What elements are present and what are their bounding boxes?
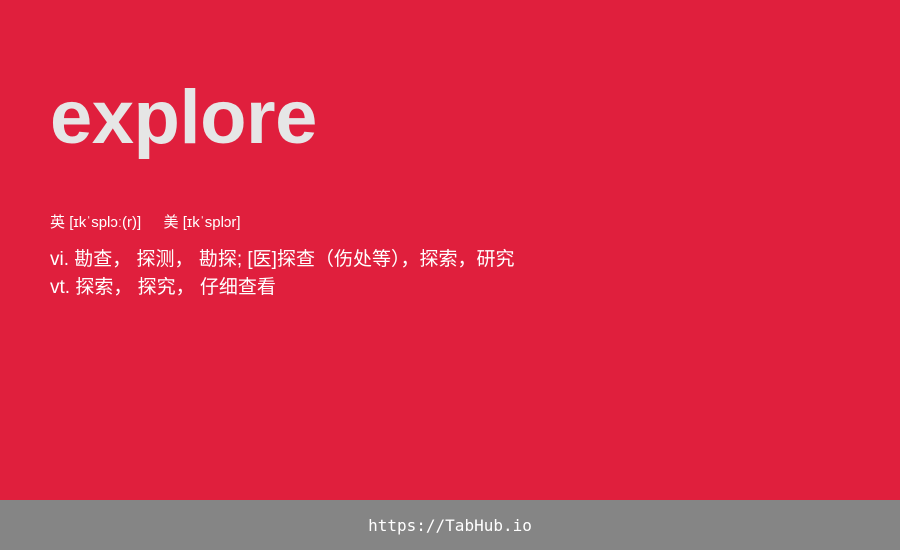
- part-of-speech: vi.: [50, 249, 69, 270]
- uk-label: 英: [50, 214, 66, 231]
- definition-text: 探索， 探究， 仔细查看: [75, 277, 276, 298]
- footer-bar: https://TabHub.io: [0, 500, 900, 550]
- definition-vt: vt. 探索， 探究， 仔细查看: [50, 274, 514, 302]
- word-card: explore 英 [ɪkˈsplɔː(r)] 美 [ɪkˈsplɔr] vi.…: [0, 0, 900, 500]
- uk-ipa: [ɪkˈsplɔː(r)]: [69, 214, 142, 231]
- footer-link[interactable]: https://TabHub.io: [368, 515, 532, 535]
- definitions: vi. 勘查， 探测， 勘探; [医]探查（伤处等），探索，研究 vt. 探索，…: [50, 246, 514, 302]
- definition-vi: vi. 勘查， 探测， 勘探; [医]探查（伤处等），探索，研究: [50, 246, 514, 274]
- definition-text: 勘查， 探测， 勘探; [医]探查（伤处等），探索，研究: [74, 249, 515, 270]
- part-of-speech: vt.: [50, 277, 71, 298]
- us-ipa: [ɪkˈsplɔr]: [182, 214, 241, 231]
- us-label: 美: [163, 214, 179, 231]
- headword: explore: [50, 75, 317, 160]
- phonetics: 英 [ɪkˈsplɔː(r)] 美 [ɪkˈsplɔr]: [50, 212, 241, 234]
